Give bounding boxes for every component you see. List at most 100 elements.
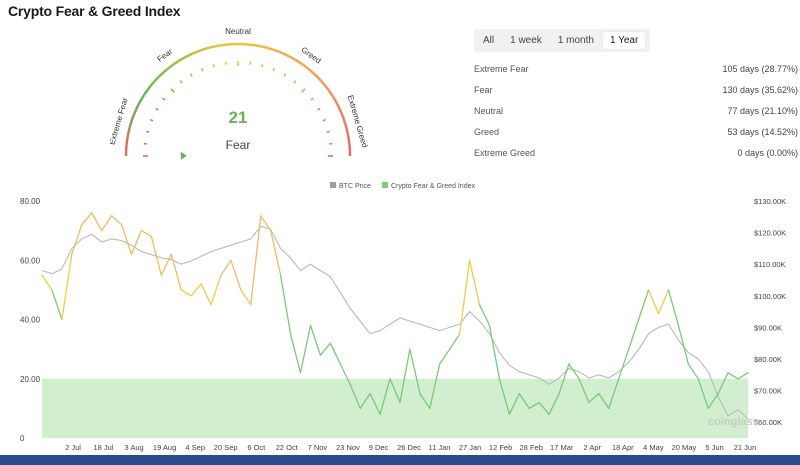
x-tick-label: 6 Oct [247, 443, 266, 452]
fear-greed-line-segment [508, 392, 520, 415]
gauge-arc-segment [312, 71, 319, 78]
gauge-arc-segment [336, 104, 342, 111]
fear-greed-line-segment [439, 348, 451, 365]
fear-greed-line-segment [250, 215, 262, 306]
gauge-tick [212, 64, 215, 68]
fear-greed-line-segment [309, 324, 322, 356]
range-tab-1-month[interactable]: 1 month [557, 35, 594, 46]
gauge-tick [310, 97, 314, 101]
stat-row: Extreme Greed 0 days (0.00%) [474, 142, 800, 163]
page-title: Crypto Fear & Greed Index [8, 3, 181, 19]
bottom-bar [0, 455, 800, 465]
fear-greed-line-segment [598, 392, 610, 410]
gauge-arc-segment [186, 52, 193, 58]
fear-greed-line-segment [81, 212, 93, 226]
fear-greed-line-segment [528, 401, 540, 410]
fear-greed-line-segment [359, 392, 371, 410]
fear-greed-line-segment [140, 229, 153, 238]
gauge-arc-segment [341, 115, 346, 122]
x-tick-label: 20 Sep [214, 443, 238, 452]
gauge-arc-segment [153, 75, 160, 82]
gauge-tick [293, 80, 297, 84]
gauge-arc-segment [139, 94, 146, 101]
fear-greed-line-segment [578, 378, 590, 404]
stat-value: 77 days (21.10%) [727, 105, 798, 116]
y-right-tick-label: $90.00K [754, 323, 782, 332]
gauge-arc-segment [255, 44, 262, 48]
gauge-arc-segment [127, 126, 132, 133]
gauge-arc-segment [339, 109, 344, 117]
fear-greed-line-segment [210, 274, 222, 306]
gauge-tick [189, 73, 193, 77]
gauge-arc-segment [327, 89, 333, 96]
range-tab-1-week[interactable]: 1 week [510, 35, 542, 46]
gauge-arc-segment [288, 55, 295, 61]
fear-greed-line-segment [449, 333, 461, 350]
gauge-arc-segment [143, 89, 149, 96]
fear-greed-line-segment [379, 378, 391, 415]
gauge-tick [272, 67, 276, 72]
gauge-ticks [143, 61, 333, 157]
x-tick-label: 9 Dec [369, 443, 389, 452]
gauge-zone-label: Fear [156, 47, 175, 64]
fear-greed-line-segment [478, 304, 491, 327]
y-left-tick-label: 40.00 [20, 316, 41, 325]
x-tick-label: 17 Mar [550, 443, 574, 452]
x-tick-label: 5 Jun [705, 443, 723, 452]
stat-row: Neutral 77 days (21.10%) [474, 100, 800, 121]
stat-value: 0 days (0.00%) [737, 147, 798, 158]
fear-greed-line-segment [190, 283, 202, 297]
y-left-tick-label: 0 [20, 434, 25, 443]
y-right-tick-label: $80.00K [754, 355, 782, 364]
fear-greed-line-segment [369, 392, 381, 415]
stat-label: Greed [474, 126, 500, 137]
fear-greed-line-segment [279, 274, 292, 335]
fear-greed-line-segment [737, 372, 749, 380]
gauge-tick [146, 130, 150, 133]
gauge-arc [124, 42, 352, 157]
gauge-arc-segment [132, 109, 137, 117]
gauge-arc-segment [166, 64, 173, 70]
fear-greed-line-segment [71, 224, 83, 255]
gauge-tick [179, 80, 183, 84]
x-tick-label: 4 Sep [185, 443, 205, 452]
y-right-tick-label: $110.00K [754, 260, 786, 269]
legend-label[interactable]: BTC Price [339, 183, 371, 190]
gauge-tick [170, 88, 175, 93]
btc-price-line [41, 225, 749, 420]
gauge-arc-segment [126, 132, 130, 139]
gauge-tick [283, 73, 287, 77]
range-tab-1-year[interactable]: 1 Year [602, 32, 646, 49]
fear-greed-line-segment [727, 372, 739, 380]
fear-greed-line-segment [220, 259, 232, 276]
gauge-arc-segment [293, 57, 300, 64]
gauge-arc-segment [266, 46, 273, 51]
gauge-arc-segment [149, 80, 156, 87]
sentiment-stats: Extreme Fear 105 days (28.77%) Fear 130 day… [474, 58, 800, 163]
gauge-arc-segment [137, 99, 143, 106]
gauge-arc-segment [347, 138, 351, 145]
stat-row: Extreme Fear 105 days (28.77%) [474, 58, 800, 79]
fear-greed-line-segment [488, 324, 501, 380]
gauge-arc-segment [316, 75, 323, 82]
legend-swatch [330, 182, 336, 188]
x-tick-label: 28 Feb [520, 443, 543, 452]
x-tick-label: 20 May [672, 443, 697, 452]
gauge-arc-segment [298, 61, 305, 67]
gauge-tick [326, 130, 330, 133]
y-right-tick-label: $100.00K [754, 292, 786, 301]
legend-label[interactable]: Crypto Fear & Greed Index [391, 183, 476, 190]
gauge-arc-segment [346, 132, 350, 139]
fear-greed-line-segment [608, 378, 620, 410]
x-tick-label: 3 Aug [125, 443, 144, 452]
x-tick-label: 27 Jan [459, 443, 482, 452]
gauge-arc-segment [171, 61, 178, 67]
y-right-tick-label: $130.00K [754, 197, 786, 206]
gauge-arc-segment [283, 52, 290, 58]
range-tab-all[interactable]: All [483, 35, 495, 46]
fear-greed-line-segment [548, 392, 560, 415]
y-left-tick-label: 80.00 [20, 197, 41, 206]
gauge-arc-segment [181, 55, 188, 61]
gauge-arc-segment [197, 48, 204, 53]
fear-greed-line-segment [110, 215, 123, 226]
